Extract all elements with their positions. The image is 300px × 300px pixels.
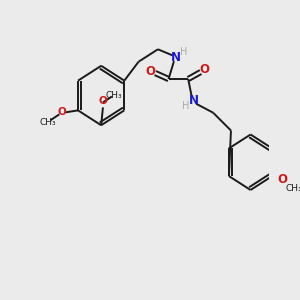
Text: O: O [199,63,209,76]
Text: O: O [146,64,156,78]
Text: CH₃: CH₃ [39,118,56,127]
Text: O: O [277,172,287,186]
Text: CH₃: CH₃ [105,91,122,100]
Text: O: O [58,107,66,117]
Text: H: H [182,101,189,111]
Text: N: N [171,51,181,64]
Text: CH₃: CH₃ [285,184,300,194]
Text: O: O [99,96,107,106]
Text: H: H [180,47,188,57]
Text: N: N [188,94,199,107]
